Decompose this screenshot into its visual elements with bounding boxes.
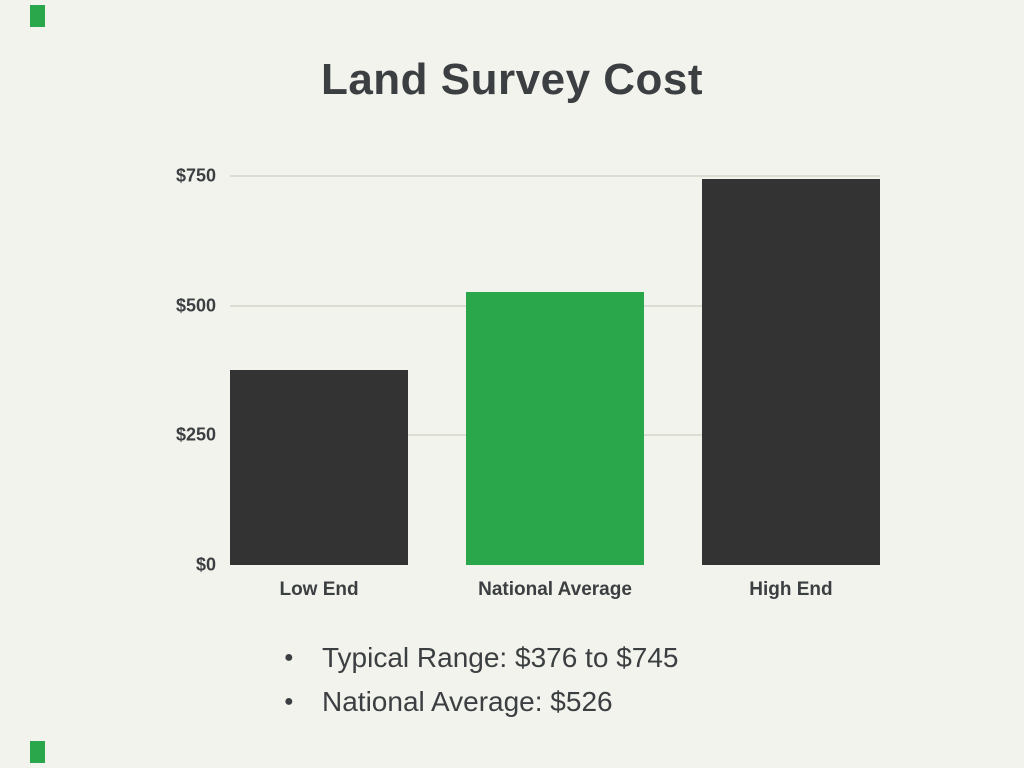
- plot-area: [230, 175, 880, 565]
- green-accent-bottom: [30, 741, 45, 763]
- bar-high-end: [701, 178, 880, 565]
- bar-low-end: [230, 369, 409, 565]
- y-axis: $0 $250 $500 $750: [140, 166, 230, 575]
- chart-title: Land Survey Cost: [320, 55, 704, 104]
- green-accent-top: [30, 5, 45, 27]
- bar-chart: $0 $250 $500 $750 Low End National Average Hi…: [140, 166, 880, 601]
- y-tick-label-500: $500: [175, 295, 216, 316]
- y-tick-label-250: $250: [175, 424, 216, 445]
- bar-national-average: [465, 292, 645, 565]
- gridline-750: [230, 175, 880, 177]
- y-tick-label-0: $0: [195, 554, 216, 575]
- bullet-note-1: Typical Range: $376 to $745: [282, 642, 678, 674]
- x-label-low-end: Low End: [279, 579, 359, 600]
- y-tick-label-750: $750: [175, 165, 216, 186]
- x-label-national-average: National Average: [478, 579, 632, 600]
- bullet-note-2: National Average: $526: [282, 686, 678, 718]
- summary-bullets: Typical Range: $376 to $745 National Aver…: [282, 642, 678, 730]
- bars-container: [230, 176, 880, 565]
- x-axis-labels: Low End National Average High End: [230, 579, 880, 601]
- plot-wrapper: Low End National Average High End: [230, 175, 880, 601]
- x-label-high-end: High End: [749, 579, 833, 600]
